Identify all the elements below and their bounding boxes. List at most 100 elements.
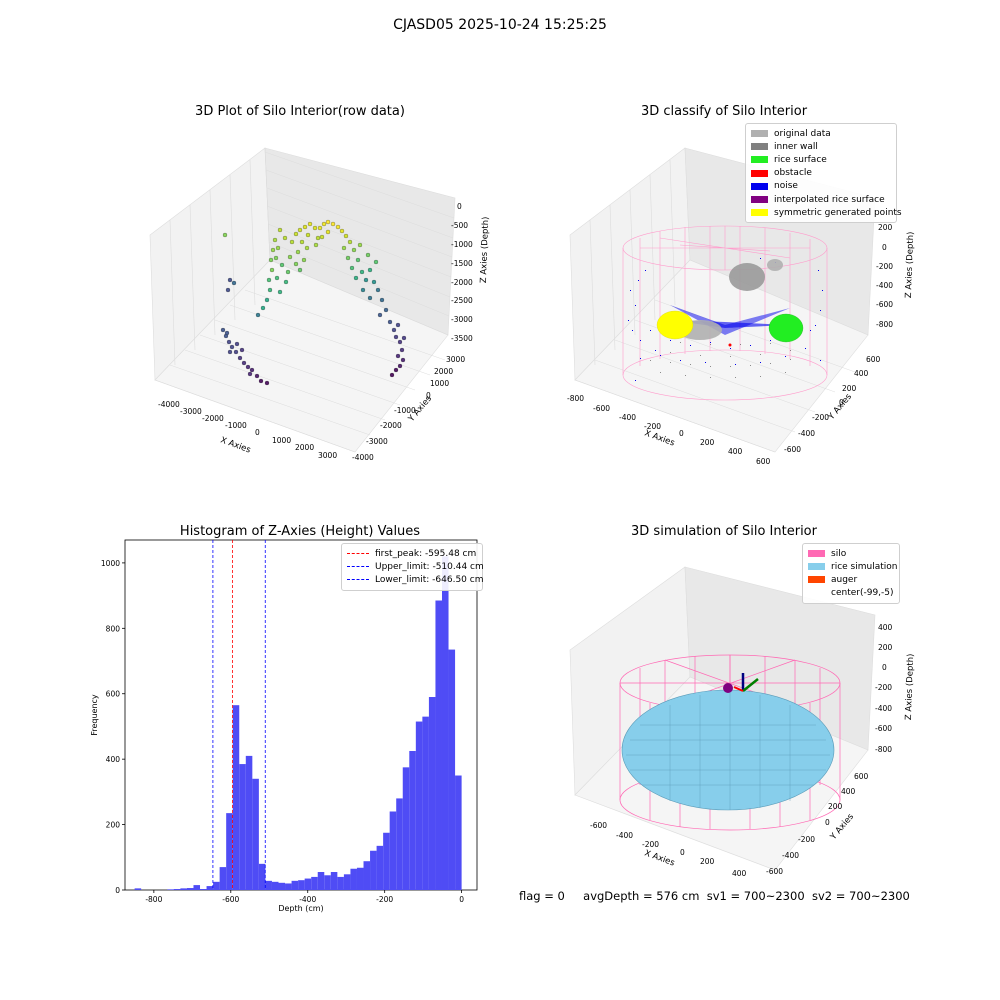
histogram-bar (291, 880, 299, 890)
histogram-bar (363, 861, 371, 890)
sim-x-tick: 0 (680, 848, 685, 857)
sim-z-tick: -200 (875, 683, 892, 692)
classify-x-tick: 0 (679, 429, 684, 438)
legend-entry-lower-limit: Lower_limit: -646.50 cm (347, 573, 483, 586)
sim-x-axis-label: X Axies (643, 848, 676, 868)
histogram-legend: first_peak: -595.48 cm Upper_limit: -510… (341, 543, 484, 591)
histogram-bar (226, 813, 233, 890)
histogram-vlines (212, 540, 266, 890)
flag-text: flag = 0 (519, 889, 565, 903)
sim-z-axis-label: Z Axies (Depth) (904, 653, 916, 720)
classify-x-tick: 600 (756, 457, 771, 466)
classify-x-axis-label: X Axies (643, 428, 676, 448)
raw-y-tick: 1000 (430, 379, 449, 388)
histogram-bar (350, 868, 357, 890)
histogram-bar (409, 750, 416, 890)
classify-plot-title: 3D classify of Silo Interior (640, 104, 808, 119)
histogram-bar (402, 767, 410, 890)
raw-y-tick: -4000 (352, 453, 374, 462)
histogram-y-tick-label: 0 (115, 886, 120, 895)
raw-z-tick: 0 (457, 202, 462, 211)
histogram-y-tick-label: 200 (106, 821, 121, 830)
legend-entry-first-peak: first_peak: -595.48 cm (347, 547, 477, 560)
sim-x-tick: -600 (590, 821, 607, 830)
status-line: flag = 0 avgDepth = 576 cm sv1 = 700~230… (519, 889, 910, 903)
raw-z-tick: -3000 (451, 315, 473, 324)
raw-x-tick: 3000 (318, 451, 337, 460)
raw-z-axis-label: Z Axies (Depth) (479, 216, 491, 283)
histogram-chart: -800 -600 -400 -200 0 0 200 400 600 800 1000 Dept… (90, 539, 478, 913)
classify-y-tick: 0 (839, 398, 844, 407)
histogram-bar (258, 863, 266, 890)
legend-entry-rice-simulation: rice simulation (808, 560, 897, 573)
classify-y-tick: 400 (854, 369, 869, 378)
sim-z-tick: 400 (878, 623, 893, 632)
sim-y-tick: -400 (782, 851, 799, 860)
rice-surface-points (768, 313, 804, 343)
histogram-x-tick-label: -200 (376, 895, 393, 904)
sim-y-tick: -600 (766, 867, 783, 876)
histogram-bar (304, 878, 312, 890)
sim-y-tick: 400 (841, 787, 856, 796)
histogram-y-ticks: 0 200 400 600 800 1000 (101, 559, 125, 895)
histogram-bar (239, 764, 246, 890)
classify-plot-3d: -800 -600 -400 -200 0 200 400 600 X Axie… (567, 147, 916, 466)
histogram-bar (245, 755, 253, 890)
classify-z-tick: 0 (882, 243, 887, 252)
raw-plot-3d: -4000 -3000 -2000 -1000 0 1000 2000 3000… (149, 147, 491, 462)
raw-z-tick: -2500 (451, 296, 473, 305)
classify-y-tick: -600 (784, 445, 801, 454)
classify-y-axis-label: Y Axies (826, 392, 854, 423)
histogram-x-ticks: -800 -600 -400 -200 0 (145, 890, 464, 904)
sim-y-tick: 200 (828, 802, 843, 811)
histogram-bar (415, 721, 423, 890)
symmetric-points (656, 310, 694, 340)
histogram-bar (167, 889, 174, 890)
sim-z-tick: -800 (875, 745, 892, 754)
raw-z-tick: -500 (451, 221, 468, 230)
raw-z-tick: -3500 (451, 334, 473, 343)
raw-z-tick: -1000 (451, 240, 473, 249)
raw-x-tick: -3000 (180, 407, 202, 416)
legend-entry-center: center(-99,-5) (831, 588, 894, 599)
classify-x-tick: -400 (619, 413, 636, 422)
classify-x-tick: -200 (644, 422, 661, 431)
raw-y-tick: -2000 (380, 421, 402, 430)
histogram-bar (376, 845, 384, 890)
raw-plot-title: 3D Plot of Silo Interior(row data) (195, 104, 405, 119)
histogram-bar (252, 778, 259, 890)
histogram-bar (206, 886, 214, 890)
histogram-bar (134, 888, 142, 890)
histogram-bar (173, 889, 181, 890)
histogram-bar (219, 867, 227, 890)
histogram-bar (370, 850, 377, 890)
histogram-bar (278, 882, 286, 890)
histogram-bar (455, 775, 462, 890)
legend-entry-rice-surface: rice surface (751, 153, 891, 166)
histogram-bar (448, 649, 456, 890)
sim-z-tick: 0 (882, 663, 887, 672)
raw-plot-panes (149, 147, 456, 453)
raw-x-tick: 1000 (272, 436, 291, 445)
histogram-y-tick-label: 800 (106, 624, 121, 633)
classify-legend: original data inner wall rice surface ob… (745, 123, 902, 224)
classify-plot-panes (569, 147, 876, 453)
legend-entry-inner-wall: inner wall (751, 140, 891, 153)
histogram-bar (435, 600, 442, 890)
sim-y-tick: 0 (825, 818, 830, 827)
obstacle-points (728, 343, 732, 347)
raw-y-tick: -3000 (366, 437, 388, 446)
histogram-bar (356, 867, 364, 890)
histogram-bar (441, 556, 449, 890)
histogram-title: Histogram of Z-Axies (Height) Values (179, 524, 421, 539)
histogram-bar (298, 880, 305, 890)
histogram-bar (180, 888, 187, 890)
legend-entry-interpolated: interpolated rice surface (751, 193, 891, 206)
legend-entry-auger: auger (808, 573, 894, 586)
histogram-bar (337, 876, 344, 890)
classify-x-tick: 400 (728, 447, 743, 456)
classify-z-tick: -800 (876, 320, 893, 329)
histogram-x-tick-label: 0 (459, 895, 464, 904)
legend-entry-upper-limit: Upper_limit: -510.44 cm (347, 560, 484, 573)
histogram-y-label: Frequency (90, 694, 99, 736)
